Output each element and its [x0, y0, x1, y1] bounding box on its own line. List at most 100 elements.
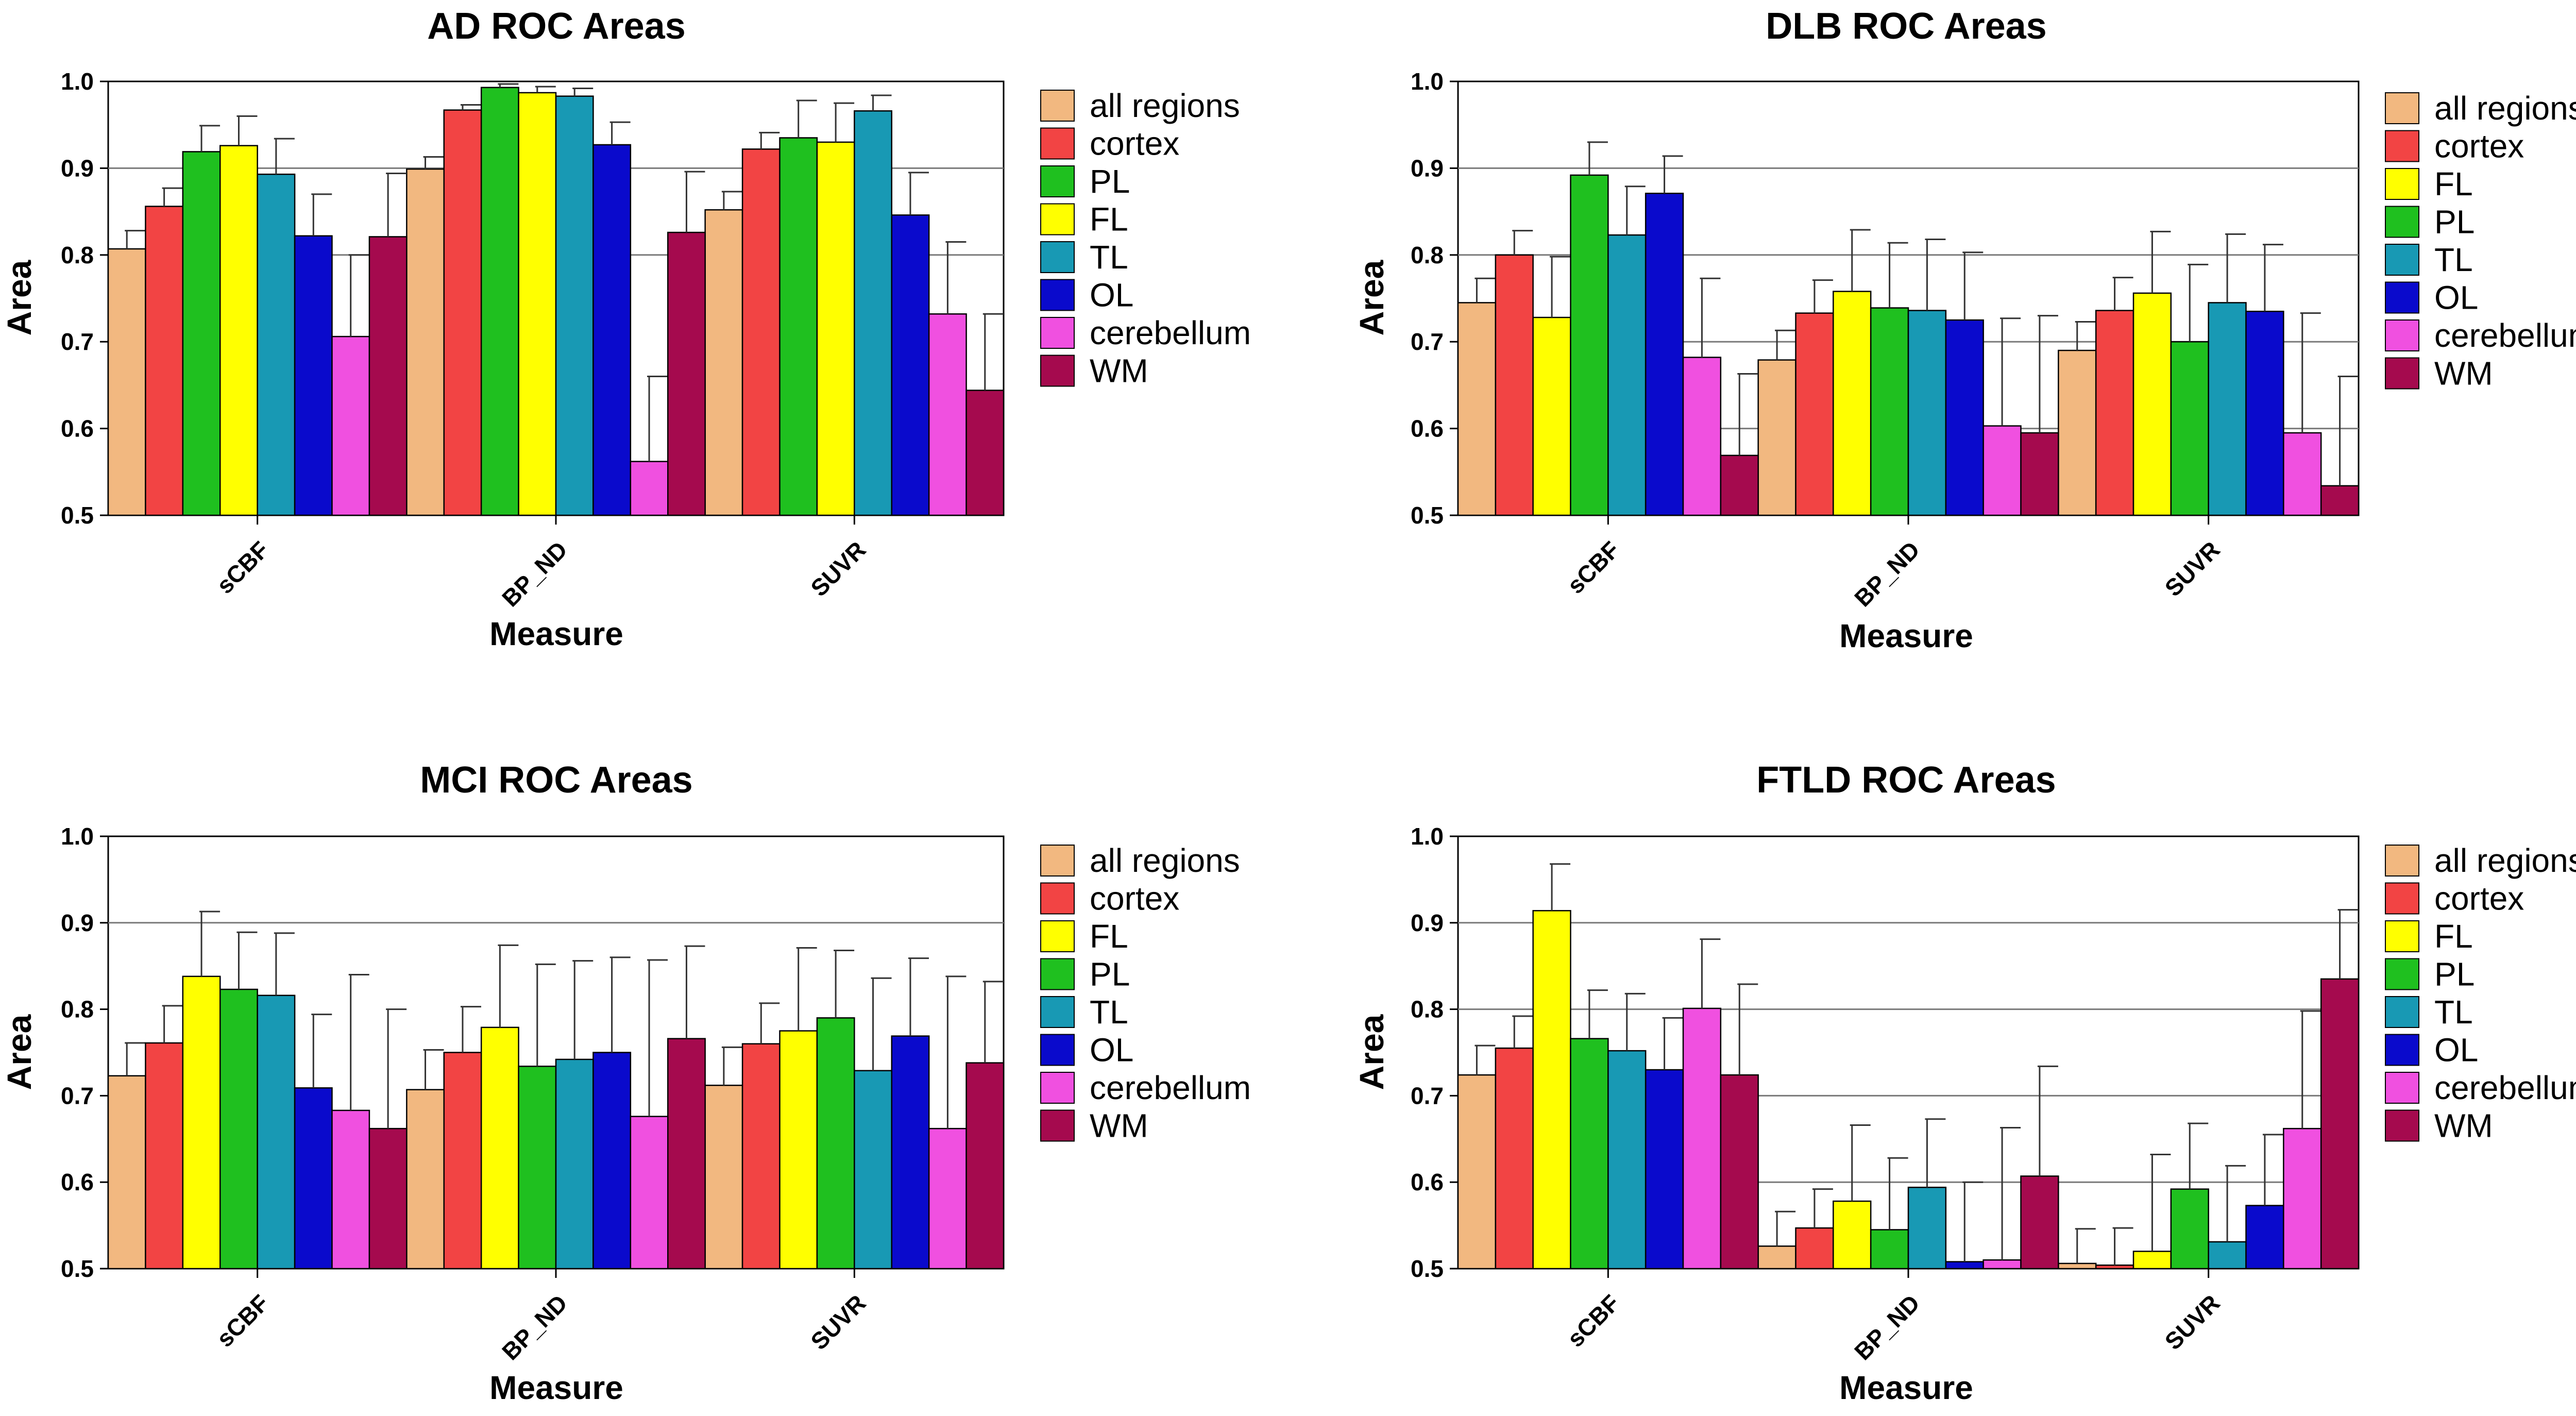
ad-legend-label: PL: [1090, 163, 1130, 200]
ftld-bar-cerebellum-BP_ND: [1982, 1259, 2022, 1270]
ad-x-axis-label: Measure: [489, 615, 623, 652]
ftld-bar-PL-SUVR: [2170, 1188, 2209, 1270]
ad-y-tick-label: 0.9: [61, 155, 94, 181]
ad-y-tick-label: 0.5: [61, 502, 94, 529]
dlb-y-tick-label: 0.7: [1411, 328, 1444, 355]
dlb-bar-TL-sCBF: [1607, 234, 1647, 516]
ftld-bar-WM-BP_ND: [2020, 1175, 2059, 1270]
mci-bar-cortex-sCBF: [145, 1042, 184, 1270]
dlb-x-axis-label: Measure: [1839, 617, 1973, 654]
ad-legend-label: all regions: [1090, 87, 1240, 124]
mci-bar-cortex-SUVR: [741, 1043, 781, 1270]
dlb-bar-cerebellum-SUVR: [2283, 432, 2322, 516]
ftld-bar-cerebellum-sCBF: [1682, 1007, 1722, 1270]
mci-bar-OL-BP_ND: [592, 1052, 632, 1270]
ftld-legend-swatch: [2385, 996, 2419, 1028]
dlb-legend-label: TL: [2434, 241, 2473, 278]
dlb-legend-swatch: [2385, 130, 2419, 162]
ad-bar-cerebellum-SUVR: [928, 313, 967, 516]
ad-legend-label: OL: [1090, 277, 1133, 314]
ftld-bar-cortex-SUVR: [2095, 1265, 2134, 1270]
ad-legend-swatch: [1040, 165, 1075, 197]
dlb-legend-label: FL: [2434, 165, 2473, 203]
dlb-bar-OL-SUVR: [2245, 311, 2284, 516]
ftld-y-tick-label: 1.0: [1411, 823, 1444, 850]
ad-bar-TL-SUVR: [854, 110, 893, 516]
ftld-legend-swatch: [2385, 882, 2419, 915]
mci-bar-cerebellum-sCBF: [331, 1109, 370, 1270]
dlb-legend-label: WM: [2434, 355, 2493, 392]
ftld-bar-PL-sCBF: [1570, 1038, 1609, 1270]
ad-bar-all-regions-SUVR: [704, 209, 743, 516]
dlb-bar-WM-BP_ND: [2020, 432, 2059, 516]
mci-bar-OL-SUVR: [891, 1035, 930, 1270]
ad-y-tick-label: 0.8: [61, 242, 94, 268]
ftld-legend-swatch: [2385, 1109, 2419, 1142]
ftld-legend-label: cerebellum: [2434, 1069, 2576, 1106]
dlb-bar-OL-BP_ND: [1945, 319, 1984, 516]
dlb-legend-label: all regions: [2434, 90, 2576, 127]
ad-legend-label: WM: [1090, 352, 1148, 390]
mci-legend-swatch: [1040, 1072, 1075, 1104]
ad-legend-swatch: [1040, 279, 1075, 311]
mci-bar-PL-sCBF: [219, 988, 258, 1270]
ftld-legend-swatch: [2385, 1072, 2419, 1104]
ad-bar-PL-sCBF: [182, 151, 221, 516]
ftld-y-tick-label: 0.7: [1411, 1082, 1444, 1109]
mci-legend-swatch: [1040, 882, 1075, 915]
dlb-bar-FL-sCBF: [1532, 316, 1571, 516]
dlb-bar-TL-BP_ND: [1907, 310, 1947, 516]
dlb-bar-cerebellum-sCBF: [1682, 357, 1722, 516]
ad-bar-TL-sCBF: [257, 173, 296, 516]
ad-bar-cortex-SUVR: [741, 148, 781, 516]
ftld-bar-WM-sCBF: [1720, 1074, 1759, 1270]
ad-bar-FL-SUVR: [816, 141, 855, 516]
ftld-bar-FL-BP_ND: [1833, 1200, 1872, 1270]
mci-legend-swatch: [1040, 845, 1075, 876]
ftld-legend-label: OL: [2434, 1032, 2478, 1069]
ad-legend-swatch: [1040, 355, 1075, 387]
ftld-legend-swatch: [2385, 845, 2419, 876]
mci-bar-TL-SUVR: [854, 1070, 893, 1270]
ftld-y-axis-label: Area: [1352, 1014, 1391, 1090]
mci-bar-OL-sCBF: [294, 1087, 333, 1270]
dlb-chart-title: DLB ROC Areas: [1766, 6, 2046, 47]
mci-bar-FL-BP_ND: [480, 1026, 519, 1270]
ad-legend-swatch: [1040, 127, 1075, 160]
ad-legend-swatch: [1040, 203, 1075, 235]
ftld-bar-all-regions-BP_ND: [1757, 1245, 1797, 1270]
ftld-legend-swatch: [2385, 1034, 2419, 1066]
ftld-bar-TL-SUVR: [2208, 1241, 2247, 1270]
dlb-legend-swatch: [2385, 92, 2419, 124]
ftld-bar-cerebellum-SUVR: [2283, 1127, 2322, 1270]
mci-bar-PL-SUVR: [816, 1017, 855, 1270]
dlb-bar-OL-sCBF: [1645, 192, 1684, 516]
ftld-bar-all-regions-sCBF: [1457, 1074, 1497, 1270]
mci-bar-all-regions-BP_ND: [406, 1089, 445, 1270]
ad-bar-all-regions-sCBF: [107, 248, 146, 516]
ftld-legend-label: FL: [2434, 918, 2473, 955]
ad-bar-cortex-BP_ND: [443, 109, 482, 516]
ad-legend-swatch: [1040, 241, 1075, 273]
ad-y-tick-label: 0.7: [61, 328, 94, 355]
dlb-legend-label: PL: [2434, 204, 2475, 241]
ad-y-tick-label: 1.0: [61, 68, 94, 95]
dlb-y-tick-label: 1.0: [1411, 68, 1444, 95]
mci-chart-title: MCI ROC Areas: [420, 760, 692, 801]
ad-bar-cerebellum-sCBF: [331, 335, 370, 516]
ftld-y-tick-label: 0.6: [1411, 1169, 1444, 1195]
mci-bar-cerebellum-SUVR: [928, 1127, 967, 1270]
ad-bar-OL-BP_ND: [592, 144, 632, 516]
ftld-chart-title: FTLD ROC Areas: [1756, 760, 2056, 801]
dlb-legend-label: cortex: [2434, 128, 2524, 165]
ftld-legend-swatch: [2385, 958, 2419, 990]
ad-bar-WM-sCBF: [368, 236, 408, 516]
ad-legend-label: FL: [1090, 201, 1128, 238]
ftld-legend-swatch: [2385, 920, 2419, 952]
